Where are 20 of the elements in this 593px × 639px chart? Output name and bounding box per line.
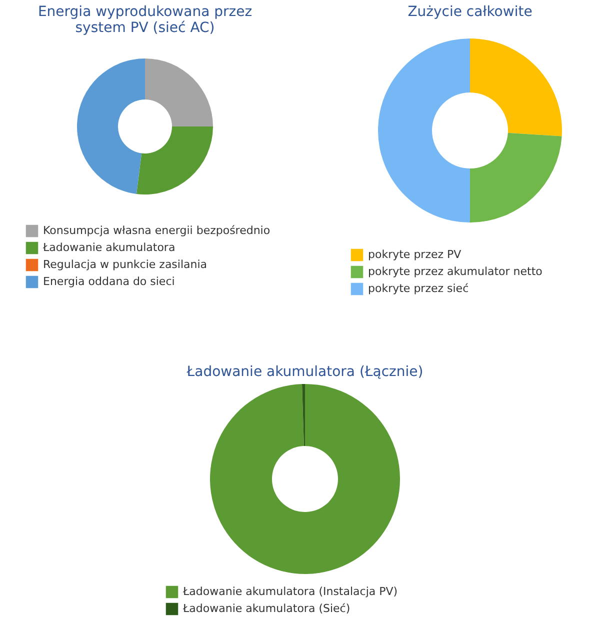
legend-label: Regulacja w punkcie zasilania	[43, 258, 208, 271]
donut-slice	[136, 126, 213, 194]
donut-slice	[470, 132, 562, 222]
legend-label: Ładowanie akumulatora	[42, 241, 176, 254]
legend-label: pokryte przez PV	[368, 248, 462, 261]
donut-slice	[470, 38, 562, 136]
legend-label: Ładowanie akumulatora (Instalacja PV)	[182, 585, 398, 598]
chart-title: Ładowanie akumulatora (Łącznie)	[186, 364, 424, 380]
legend-label: Konsumpcja własna energii bezpośrednio	[43, 224, 270, 237]
donut-slice	[77, 58, 145, 194]
legend-label: Ładowanie akumulatora (Sieć)	[182, 602, 350, 615]
legend-label: pokryte przez akumulator netto	[368, 265, 543, 278]
donut-slice	[145, 58, 213, 126]
donut-slice	[302, 384, 305, 446]
chart-title: Energia wyprodukowana przez system PV (sieć AC)	[38, 4, 252, 36]
legend-label: Energia oddana do sieci	[43, 275, 175, 288]
donut-slice	[210, 384, 400, 574]
donut-slice	[378, 38, 470, 222]
legend-label: pokryte przez sieć	[368, 282, 469, 295]
chart-title: Zużycie całkowite	[408, 4, 532, 20]
